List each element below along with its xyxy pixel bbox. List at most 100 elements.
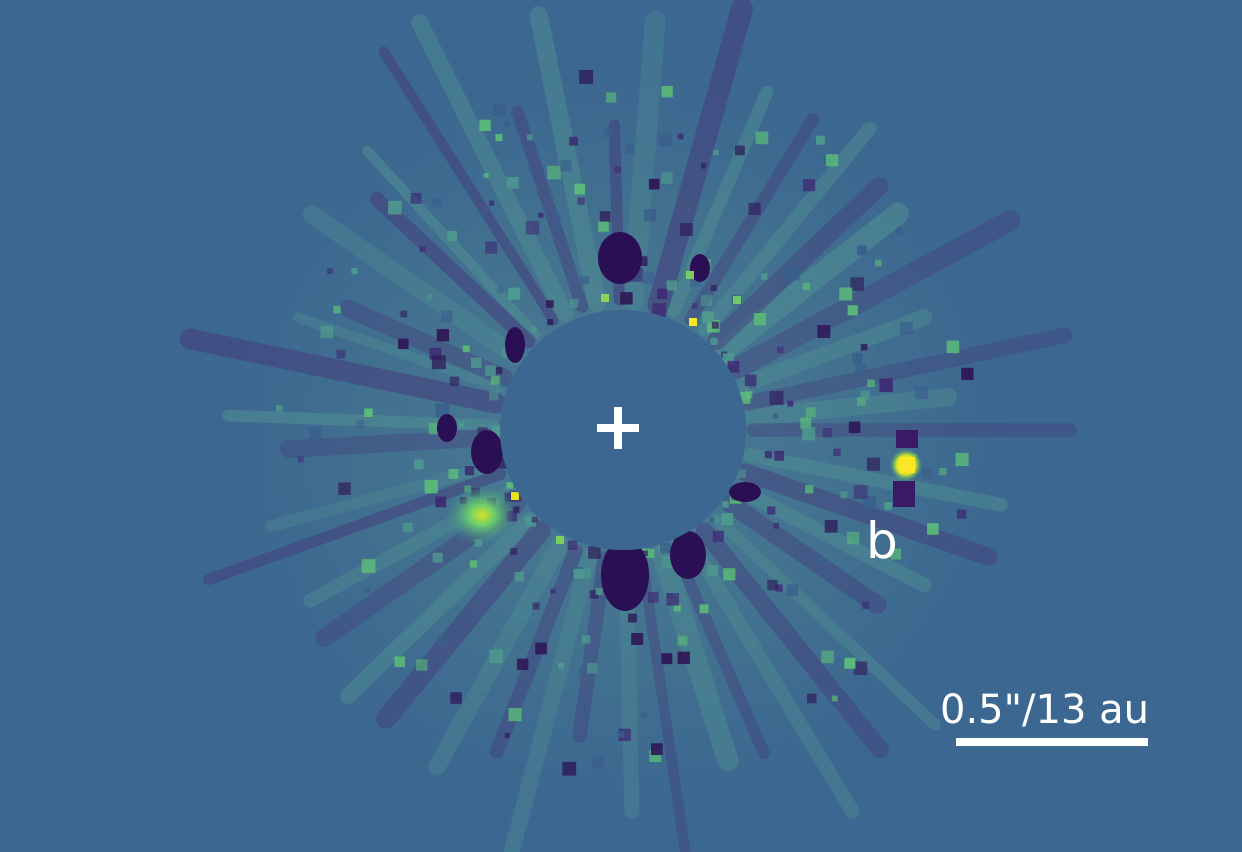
speckle-pixel [441,310,453,322]
speckle-pixel [721,513,734,525]
speckle-ray [736,463,998,566]
speckle-pixel [753,313,767,326]
speckle-pixel [710,284,717,291]
speckle-ray [651,543,739,772]
speckle-pixel [874,259,882,267]
speckle-pixel [400,310,408,318]
speckle-ray [179,328,507,414]
speckle-ray [743,388,957,426]
speckle-pixel [388,200,402,215]
bright-speckle-left [446,485,518,545]
speckle-pixel [677,635,688,646]
speckle-ray [647,0,754,316]
speckle-pixel [802,282,811,291]
speckle-ray [726,210,1021,379]
speckle-ray [503,547,598,852]
speckle-pixel [276,405,283,412]
speckle-pixel [644,209,657,222]
speckle-pixel [641,711,648,718]
speckle-ray [695,522,889,759]
speckle-pixel [495,134,503,142]
speckle-pixel [735,145,745,156]
speckle-pixel [661,653,673,665]
speckle-pixel [606,92,617,103]
speckle-pixel [364,408,373,417]
speckle-pixel [567,540,578,550]
speckle-pixel [737,469,746,479]
speckle-pixel [547,165,561,180]
speckle-pixel [833,448,841,457]
speckle-pixel [410,192,422,204]
speckle-pixel [514,571,524,582]
speckle-pixel [839,287,853,301]
speckle-ray [742,327,1073,411]
dark-speckle [471,430,503,474]
dark-speckle [729,482,761,502]
speckle-pixel [595,588,603,595]
companion-label: b [866,512,898,570]
speckle-pixel [586,662,598,674]
speckle-pixel [677,133,684,140]
speckle-pixel [860,343,868,351]
speckle-pixel [822,428,833,438]
speckle-pixel [637,256,648,267]
speckle-pixel [501,378,511,389]
speckle-ray [636,553,691,852]
speckle-pixel [700,163,707,169]
speckle-pixel [879,378,893,392]
speckle-pixel [364,587,370,593]
speckle-pixel [569,299,579,308]
companion-b [890,430,922,507]
speckle-pixel [660,543,671,554]
dark-speckle [670,531,706,579]
speckle-pixel [530,326,537,333]
speckle-pixel [428,422,441,435]
speckle-ray [511,105,589,313]
speckle-ray [369,191,536,349]
speckle-pixel [860,390,870,400]
speckle-pixel [574,183,586,195]
speckle-pixel [895,228,903,236]
speckle-ray [736,309,933,393]
speckle-pixel [620,292,633,305]
speckle-ray [669,543,771,760]
speckle-pixel [465,184,472,191]
speckle-pixel [800,417,812,429]
speckle-ray [339,512,538,705]
speckle-pixel [532,602,540,610]
speckle-pixel [581,634,591,644]
speckle-pixel [850,277,864,291]
speckle-pixel [764,451,773,459]
speckle-pixel [448,468,459,479]
bright-speckle [686,271,694,279]
speckle-pixel [308,426,322,440]
dark-speckle [598,232,642,284]
speckle-pixel [432,552,443,563]
speckle-pixel [641,271,654,284]
speckle-pixel [413,459,424,470]
speckle-pixel [431,355,446,370]
speckle-pixel [914,386,928,400]
speckle-pixel [666,280,677,291]
dark-speckle [601,539,649,611]
speckle-pixel [727,360,740,373]
speckle-pixel [546,300,554,308]
speckle-pixel [485,365,496,376]
speckle-pixel [722,501,729,508]
speckle-ray [721,494,887,614]
speckle-pixel [394,656,406,668]
speckle-pixel [652,303,667,318]
speckle-pixel [713,517,720,523]
speckle-pixel [419,246,426,253]
speckle-pixel [429,347,442,360]
speckle-ray [203,468,507,586]
scale-bar [956,738,1148,746]
scale-bar-label: 0.5"/13 au [940,687,1149,733]
speckle-pixel [755,131,769,145]
speckle-pixel [436,329,450,342]
speckle-pixel [702,311,714,324]
speckle-pixel [807,693,817,704]
speckle-pixel [469,560,477,568]
speckle-pixel [403,522,413,533]
